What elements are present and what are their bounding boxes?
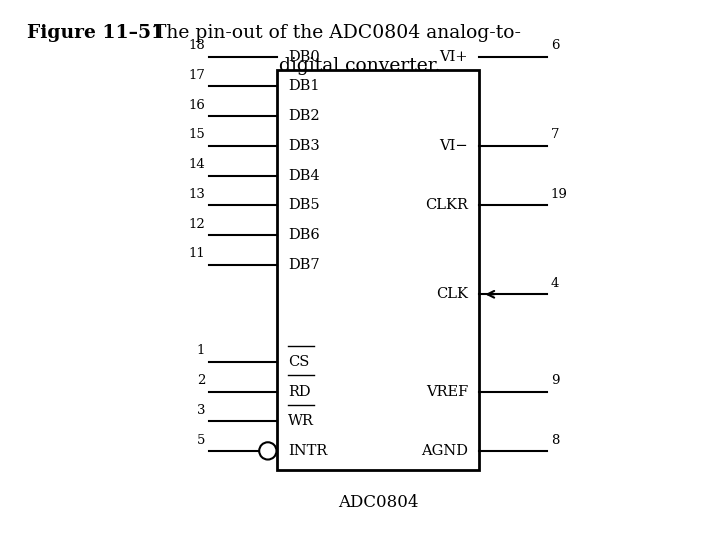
Text: WR: WR [288, 414, 314, 428]
Text: 8: 8 [551, 434, 559, 447]
Text: VI+: VI+ [439, 50, 468, 64]
Text: CLK: CLK [436, 287, 468, 301]
Text: VI−: VI− [439, 139, 468, 153]
Text: 7: 7 [551, 129, 559, 141]
Text: RD: RD [288, 384, 310, 399]
Text: AGND: AGND [421, 444, 468, 458]
Text: 14: 14 [189, 158, 205, 171]
Text: 6: 6 [551, 39, 559, 52]
Text: 2: 2 [197, 374, 205, 387]
Text: 17: 17 [189, 69, 205, 82]
Text: 12: 12 [189, 218, 205, 231]
Text: DB7: DB7 [288, 258, 320, 272]
Text: 16: 16 [189, 99, 205, 112]
Text: 11: 11 [189, 247, 205, 260]
Bar [277, 70, 479, 470]
Text: 19: 19 [551, 188, 567, 201]
Text: 3: 3 [197, 404, 205, 417]
Text: 4: 4 [551, 277, 559, 290]
Text: 9: 9 [551, 374, 559, 387]
Ellipse shape [259, 442, 276, 460]
Text: 15: 15 [189, 129, 205, 141]
Text: ADC0804: ADC0804 [338, 494, 418, 511]
Text: CS: CS [288, 355, 310, 369]
Text: DB5: DB5 [288, 198, 320, 212]
Text: Figure 11–51: Figure 11–51 [27, 24, 164, 42]
Text: 13: 13 [189, 188, 205, 201]
Text: 18: 18 [189, 39, 205, 52]
Text: 1: 1 [197, 345, 205, 357]
Text: DB3: DB3 [288, 139, 320, 153]
Text: DB2: DB2 [288, 109, 320, 123]
Text: CLKR: CLKR [425, 198, 468, 212]
Text: The pin-out of the ADC0804 analog-to-: The pin-out of the ADC0804 analog-to- [148, 24, 521, 42]
Text: DB0: DB0 [288, 50, 320, 64]
Text: DB1: DB1 [288, 79, 320, 93]
Text: digital converter.: digital converter. [279, 57, 441, 75]
Text: VREF: VREF [426, 384, 468, 399]
Text: INTR: INTR [288, 444, 328, 458]
Text: DB4: DB4 [288, 168, 320, 183]
Text: 5: 5 [197, 434, 205, 447]
Text: DB6: DB6 [288, 228, 320, 242]
